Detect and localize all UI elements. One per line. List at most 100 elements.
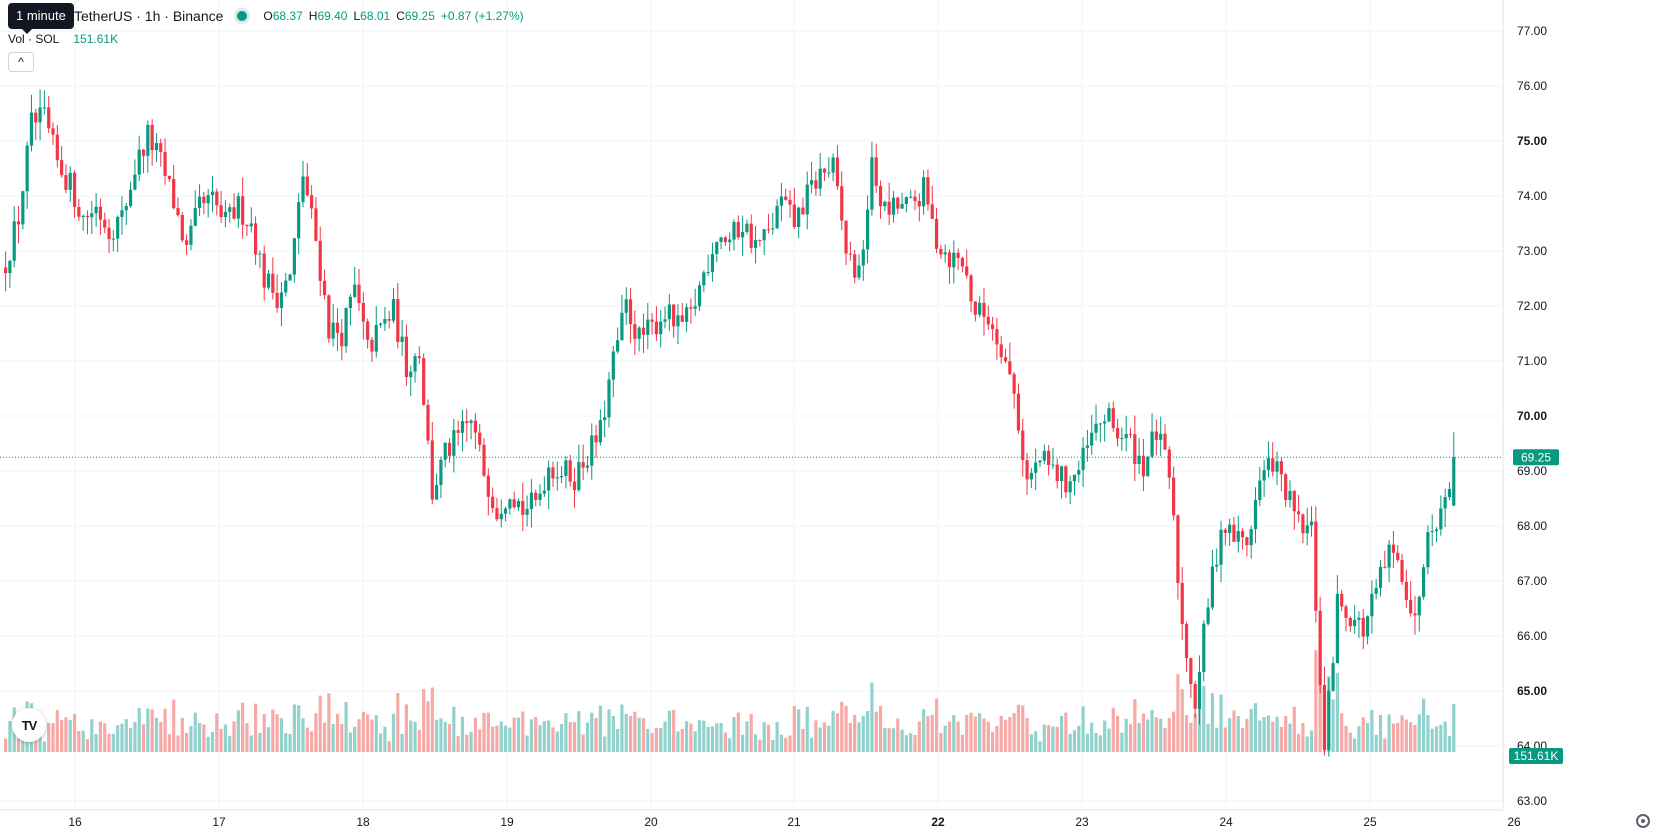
volume-bar — [805, 706, 809, 752]
candle-body — [797, 207, 801, 228]
time-tick-label: 20 — [644, 815, 658, 829]
symbol-title[interactable]: TetherUS · 1h · Binance — [74, 8, 224, 24]
candlestick-series — [4, 89, 1456, 757]
volume-bar — [141, 724, 146, 752]
volume-legend[interactable]: Vol · SOL 151.61K — [8, 32, 118, 46]
volume-bar — [68, 719, 72, 752]
time-tick-label: 25 — [1363, 815, 1377, 829]
volume-bar — [784, 737, 788, 752]
volume-value: 151.61K — [73, 32, 119, 46]
candle-body — [999, 344, 1003, 358]
time-tick-label: 16 — [68, 815, 82, 829]
candle-body — [85, 215, 90, 218]
candle-body — [305, 176, 309, 196]
candle-body — [331, 322, 335, 339]
candle-body — [180, 215, 184, 241]
volume-bar — [904, 735, 908, 752]
candle-body — [249, 223, 253, 227]
volume-bar — [1309, 730, 1314, 752]
candle-body — [417, 356, 421, 359]
candle-body — [706, 272, 710, 274]
volume-bar — [1055, 726, 1059, 752]
volume-bar — [1038, 741, 1042, 752]
candle-body — [973, 301, 977, 315]
volume-bar — [1387, 714, 1391, 752]
volume-bar — [719, 723, 723, 752]
candle-body — [611, 351, 615, 380]
candle-body — [904, 197, 908, 204]
volume-bar — [1443, 721, 1447, 752]
candle-body — [146, 124, 150, 156]
volume-bar — [930, 714, 934, 752]
volume-bar — [1370, 709, 1374, 752]
volume-bar — [258, 732, 262, 752]
candle-body — [1176, 515, 1180, 584]
volume-bar — [654, 727, 659, 752]
volume-bar — [154, 717, 159, 752]
volume-bar — [422, 689, 426, 752]
volume-bar — [1103, 720, 1107, 752]
candle-body — [594, 435, 598, 443]
candle-body — [1430, 531, 1434, 533]
candle-body — [279, 292, 284, 308]
candle-body — [1340, 593, 1344, 607]
candle-body — [771, 228, 775, 230]
candle-body — [1068, 481, 1072, 493]
candle-body — [848, 253, 852, 255]
volume-bar — [745, 721, 749, 752]
candle-body — [870, 157, 874, 210]
candle-body — [1197, 671, 1202, 709]
candle-body — [400, 336, 404, 343]
candle-body — [917, 200, 921, 207]
volume-bar — [1047, 725, 1051, 752]
candle-body — [900, 203, 904, 209]
candle-body — [206, 195, 210, 204]
time-tick-label: 24 — [1219, 815, 1233, 829]
candle-body — [103, 219, 107, 228]
gear-icon[interactable] — [1636, 814, 1650, 828]
candle-body — [413, 356, 417, 372]
candle-body — [1128, 433, 1133, 435]
candle-body — [952, 252, 956, 268]
candle-body — [741, 231, 745, 238]
volume-bar — [1232, 710, 1236, 752]
candle-body — [1353, 619, 1357, 627]
volume-bar — [529, 719, 534, 752]
candle-body — [137, 149, 141, 175]
time-axis[interactable]: 16 17 18 19 20 21 22 23 24 25 26 — [0, 809, 1521, 829]
volume-bar — [680, 728, 684, 752]
candle-body — [60, 160, 64, 176]
candle-body — [732, 221, 736, 240]
volume-bar — [452, 706, 456, 752]
candle-body — [1387, 544, 1391, 568]
tradingview-logo-icon[interactable]: TV — [12, 708, 46, 742]
volume-bar — [180, 717, 184, 752]
volume-bar — [999, 715, 1003, 752]
candle-body — [753, 239, 758, 248]
volume-bar — [1391, 723, 1396, 752]
candle-body — [822, 168, 827, 173]
candle-body — [728, 239, 732, 243]
volume-bar — [1133, 699, 1137, 752]
volume-bar — [598, 705, 602, 752]
candle-body — [1163, 433, 1167, 450]
volume-bar — [1128, 724, 1133, 752]
volume-bar — [1275, 716, 1279, 752]
candle-body — [702, 272, 706, 286]
volume-bar — [1284, 715, 1288, 752]
collapse-legend-button[interactable]: ^ — [8, 52, 34, 72]
volume-bar — [310, 731, 314, 752]
candle-body — [853, 254, 857, 278]
volume-bar — [672, 709, 676, 752]
volume-bar — [797, 709, 801, 752]
symbol-legend[interactable]: TetherUS · 1h · Binance O 68.37 H 69.40 … — [0, 6, 524, 26]
volume-bar — [473, 717, 477, 752]
price-axis[interactable]: 77.00 76.00 75.00 74.00 73.00 72.00 71.00 70.00… — [1502, 0, 1563, 810]
high-label: H — [308, 9, 318, 23]
volume-bar — [853, 714, 857, 752]
volume-bar — [827, 725, 831, 752]
candle-body — [745, 223, 749, 232]
volume-bar — [663, 721, 667, 752]
